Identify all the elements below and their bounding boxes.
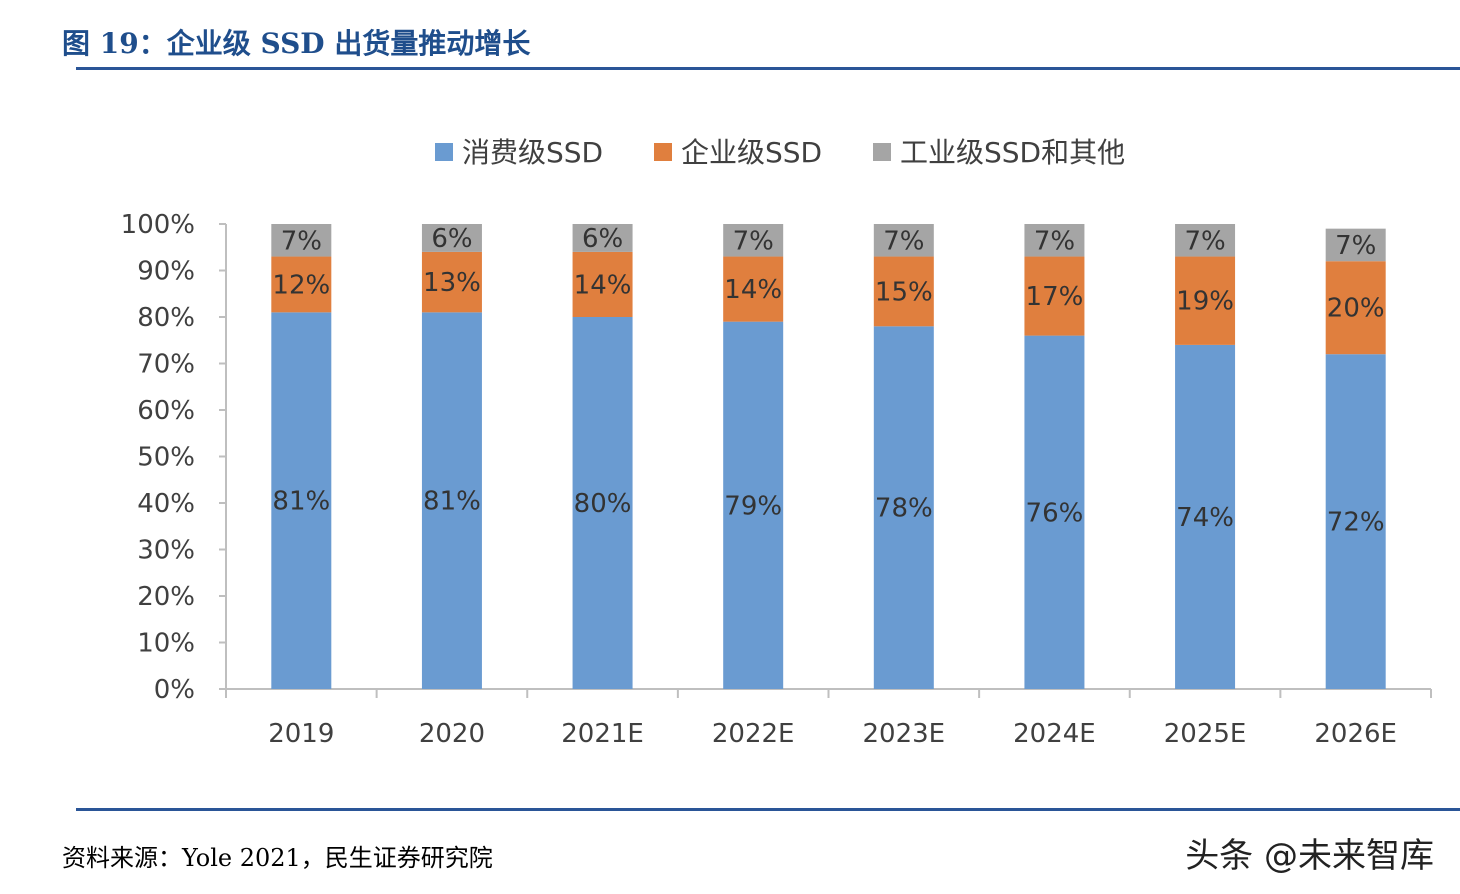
data-label: 7% (1335, 231, 1376, 261)
bar-segment (873, 326, 934, 689)
y-tick-label: 50% (137, 443, 195, 473)
bar-segment (271, 256, 332, 313)
y-tick-label: 60% (137, 396, 195, 426)
title-divider (76, 67, 1460, 70)
data-label: 74% (1176, 503, 1234, 533)
bar-segment (1325, 354, 1386, 689)
x-tick-label: 2026E (1314, 719, 1397, 749)
data-label: 80% (574, 489, 632, 519)
data-label: 7% (883, 226, 924, 256)
data-label: 6% (582, 224, 623, 254)
x-tick-label: 2023E (863, 719, 946, 749)
legend-swatch (873, 143, 891, 161)
data-label: 7% (1184, 226, 1225, 256)
bar-segment (271, 312, 332, 689)
data-label: 7% (733, 226, 774, 256)
x-tick-label: 2021E (561, 719, 644, 749)
y-tick-label: 30% (137, 536, 195, 566)
bar-segment (572, 224, 633, 252)
legend-swatch (435, 143, 453, 161)
legend-label: 工业级SSD和其他 (900, 136, 1125, 169)
data-label: 7% (1034, 226, 1075, 256)
data-label: 76% (1026, 498, 1084, 528)
legend-label: 企业级SSD (681, 136, 822, 169)
bar-segment (421, 312, 482, 689)
footer-divider (76, 808, 1460, 811)
y-tick-label: 40% (137, 489, 195, 519)
x-tick-label: 2020 (419, 719, 485, 749)
bar-segment (572, 251, 633, 317)
figure-title: 图 19：企业级 SSD 出货量推动增长 (62, 27, 531, 60)
bar-segment (1325, 261, 1386, 355)
legend-label: 消费级SSD (462, 136, 603, 169)
legend-swatch (654, 143, 672, 161)
bar-segment (421, 251, 482, 313)
y-tick-label: 100% (121, 210, 195, 240)
y-tick-label: 20% (137, 582, 195, 612)
data-label: 79% (724, 491, 782, 521)
data-label: 17% (1026, 282, 1084, 312)
bar-segment (1175, 224, 1236, 257)
data-label: 72% (1327, 508, 1385, 538)
data-label: 81% (272, 487, 330, 517)
x-tick-label: 2024E (1013, 719, 1096, 749)
bar-segment (1024, 256, 1085, 336)
x-tick-label: 2025E (1164, 719, 1247, 749)
y-tick-label: 10% (137, 629, 195, 659)
data-label: 13% (423, 268, 481, 298)
data-label: 12% (272, 270, 330, 300)
data-label: 15% (875, 277, 933, 307)
data-label: 14% (574, 270, 632, 300)
y-tick-label: 0% (154, 675, 195, 705)
bar-segment (1175, 256, 1236, 345)
data-label: 20% (1327, 294, 1385, 324)
bar-segment (723, 321, 784, 689)
bar-segment (873, 256, 934, 327)
data-label: 7% (281, 226, 322, 256)
bar-segment (723, 256, 784, 322)
bar-segment (1024, 335, 1085, 689)
bar-segment (271, 224, 332, 257)
watermark: 头条 @未来智库 (1185, 836, 1434, 876)
data-label: 78% (875, 494, 933, 524)
bar-segment (1325, 228, 1386, 262)
bar-segment (873, 224, 934, 257)
y-tick-label: 80% (137, 303, 195, 333)
data-label: 14% (724, 275, 782, 305)
source-note: 资料来源：Yole 2021，民生证券研究院 (62, 844, 493, 872)
data-label: 19% (1176, 287, 1234, 317)
bar-segment (1024, 224, 1085, 257)
y-tick-label: 90% (137, 257, 195, 287)
x-tick-label: 2022E (712, 719, 795, 749)
bar-segment (572, 317, 633, 689)
y-tick-label: 70% (137, 350, 195, 380)
bar-segment (421, 224, 482, 252)
bar-segment (723, 224, 784, 257)
bar-segment (1175, 344, 1236, 689)
data-label: 81% (423, 487, 481, 517)
data-label: 6% (431, 224, 472, 254)
x-tick-label: 2019 (268, 719, 334, 749)
